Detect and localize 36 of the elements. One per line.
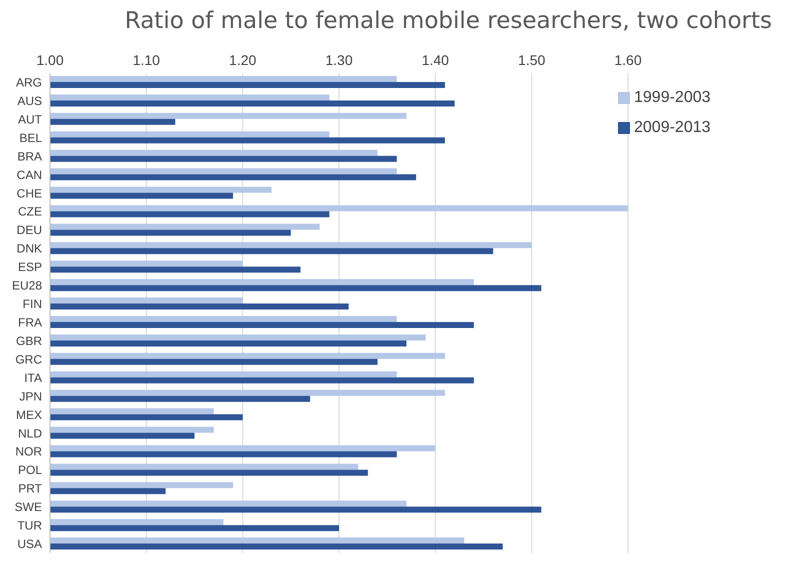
y-tick-label: ITA	[24, 370, 42, 385]
y-tick-label: CAN	[16, 168, 42, 182]
x-tick-label: 1.00	[36, 52, 64, 68]
y-tick-label: BEL	[19, 130, 42, 145]
x-tick-label: 1.30	[325, 52, 353, 68]
y-tick-label: PRT	[18, 482, 43, 496]
x-tick-label: 1.50	[518, 52, 546, 68]
legend-label: 1999-2003	[634, 89, 711, 106]
y-tick-label: EU28	[12, 278, 42, 293]
y-tick-label: DEU	[16, 223, 42, 238]
y-tick-label: BRA	[17, 149, 42, 164]
y-tick-label: TUR	[17, 518, 42, 533]
y-tick-label: CHE	[16, 186, 42, 200]
x-tick-label: 1.20	[229, 52, 257, 68]
y-tick-label: NLD	[18, 426, 42, 440]
y-tick-label: AUS	[17, 94, 42, 108]
y-tick-label: NOR	[15, 444, 42, 459]
y-tick-label: AUT	[18, 112, 43, 126]
legend-label: 2009-2013	[634, 119, 711, 136]
y-tick-label: POL	[18, 463, 42, 478]
y-tick-label: SWE	[14, 500, 42, 514]
y-tick-label: CZE	[18, 204, 42, 219]
y-tick-label: ESP	[18, 260, 42, 274]
y-tick-label: FIN	[22, 297, 42, 312]
y-tick-label: USA	[17, 537, 42, 552]
x-tick-label: 1.60	[614, 52, 642, 68]
y-tick-label: FRA	[18, 315, 42, 330]
x-tick-label: 1.10	[132, 52, 160, 68]
y-tick-label: GRC	[15, 352, 42, 366]
chart-title: Ratio of male to female mobile researchers, two cohorts	[124, 8, 773, 36]
y-tick-label: GBR	[16, 334, 42, 348]
y-tick-label: DNK	[16, 242, 42, 256]
y-tick-label: ARG	[16, 75, 42, 90]
y-tick-label: JPN	[19, 389, 42, 404]
x-tick-label: 1.40	[422, 52, 450, 68]
y-tick-label: MEX	[16, 408, 42, 422]
